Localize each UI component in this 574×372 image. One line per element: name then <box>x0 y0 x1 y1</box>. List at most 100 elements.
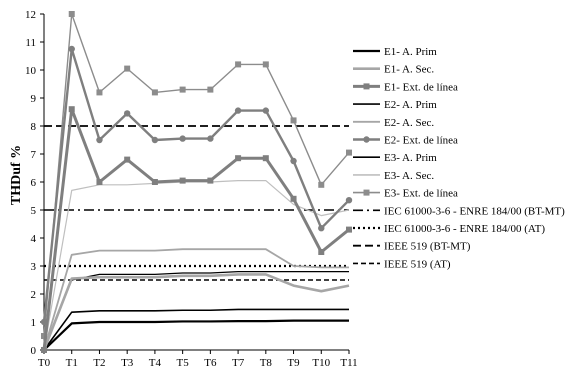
data-point <box>207 135 214 142</box>
data-point <box>96 136 103 144</box>
chart-series <box>40 11 353 353</box>
data-point <box>235 155 242 162</box>
data-point <box>262 107 270 114</box>
y-tick-label: 4 <box>31 233 37 245</box>
series-0 <box>43 319 349 351</box>
data-point <box>262 61 269 68</box>
data-point <box>346 226 352 233</box>
data-point <box>290 117 297 124</box>
legend-marker <box>363 136 370 143</box>
series-line <box>42 47 350 323</box>
legend-label: E2- A. Sec. <box>384 117 434 129</box>
data-point <box>290 157 297 165</box>
data-point <box>207 86 214 93</box>
legend-label: IEEE 519 (BT-MT) <box>384 241 471 253</box>
y-tick-label: 11 <box>25 37 36 49</box>
data-point <box>124 65 131 72</box>
x-tick-label: T1 <box>66 357 78 369</box>
data-point <box>124 156 131 163</box>
data-point <box>96 89 103 96</box>
legend-label: E1- A. Prim <box>384 46 437 58</box>
data-point <box>346 149 352 156</box>
data-point <box>318 181 325 188</box>
x-tick-label: T5 <box>177 357 190 369</box>
legend-item: E1- A. Sec. <box>353 64 434 76</box>
legend-item: E2- A. Prim <box>353 99 437 111</box>
data-point <box>179 177 186 184</box>
series-line <box>42 273 350 351</box>
x-tick-label: T2 <box>93 357 105 369</box>
chart-legend: E1- A. Prim E1- A. Sec. E1- Ext. de línea E… <box>353 46 565 270</box>
legend-item: IEC 61000-3-6 - ENRE 184/00 (AT) <box>353 223 545 235</box>
x-tick-label: T9 <box>287 357 300 369</box>
series-6 <box>43 271 349 351</box>
series-line <box>42 107 350 351</box>
y-tick-label: 8 <box>31 121 37 133</box>
series-line <box>43 308 349 351</box>
data-point <box>68 45 75 53</box>
y-tick-label: 10 <box>25 65 37 77</box>
data-point <box>290 195 297 202</box>
y-tick-label: 6 <box>31 177 37 189</box>
series-4 <box>43 248 349 351</box>
series-2 <box>41 106 352 353</box>
y-tick-label: 7 <box>31 149 37 161</box>
legend-label: E2- Ext. de línea <box>384 135 458 147</box>
data-point <box>151 89 158 96</box>
data-point <box>234 107 242 114</box>
data-point <box>318 249 325 255</box>
x-tick-label: T7 <box>232 357 245 369</box>
data-point <box>68 11 75 17</box>
data-point <box>207 177 214 184</box>
legend-item: IEEE 519 (AT) <box>353 258 451 270</box>
legend-label: E2- A. Prim <box>384 99 437 111</box>
legend-item: IEC 61000-3-6 - ENRE 184/00 (BT-MT) <box>353 205 565 217</box>
legend-item: IEEE 519 (BT-MT) <box>353 241 471 253</box>
y-axis-label: THDuf % <box>9 145 24 205</box>
y-tick-label: 0 <box>31 345 37 357</box>
x-tick-label: T0 <box>38 357 51 369</box>
legend-item: E3- A. Sec. <box>353 170 434 182</box>
series-5 <box>40 45 353 326</box>
x-tick-label: T10 <box>312 357 330 369</box>
y-tick-label: 2 <box>31 289 37 301</box>
legend-label: IEEE 519 (AT) <box>384 258 451 270</box>
legend-item: E3- Ext. de línea <box>353 188 458 200</box>
legend-item: E3- A. Prim <box>353 152 437 164</box>
legend-label: E3- Ext. de línea <box>384 188 458 200</box>
series-line <box>43 248 349 351</box>
data-point <box>235 61 242 68</box>
data-point <box>41 333 47 339</box>
y-tick-label: 12 <box>25 9 36 21</box>
series-line <box>43 13 350 337</box>
data-point <box>262 155 269 162</box>
x-tick-label: T6 <box>204 357 217 369</box>
series-3 <box>43 308 349 351</box>
y-tick-label: 1 <box>31 317 37 329</box>
legend-label: E3- A. Sec. <box>384 170 434 182</box>
data-point <box>41 347 47 353</box>
legend-item: E1- A. Prim <box>353 46 437 58</box>
legend-item: E2- A. Sec. <box>353 117 434 129</box>
legend-label: IEC 61000-3-6 - ENRE 184/00 (BT-MT) <box>384 205 565 217</box>
legend-label: IEC 61000-3-6 - ENRE 184/00 (AT) <box>384 223 545 235</box>
x-tick-label: T3 <box>121 357 134 369</box>
series-line <box>43 319 349 351</box>
data-point <box>68 106 75 113</box>
legend-marker <box>363 189 370 196</box>
series-1 <box>42 273 350 351</box>
data-point <box>345 197 353 204</box>
data-point <box>96 179 103 185</box>
legend-label: E1- A. Sec. <box>384 64 434 76</box>
data-point <box>179 135 186 142</box>
x-tick-label: T4 <box>149 357 162 369</box>
series-line <box>43 271 349 351</box>
legend-marker <box>363 83 370 90</box>
legend-label: E1- Ext. de línea <box>384 81 458 93</box>
legend-item: E1- Ext. de línea <box>353 81 458 93</box>
y-tick-label: 5 <box>31 205 37 217</box>
data-point <box>179 86 186 93</box>
x-tick-label: T11 <box>340 357 357 369</box>
